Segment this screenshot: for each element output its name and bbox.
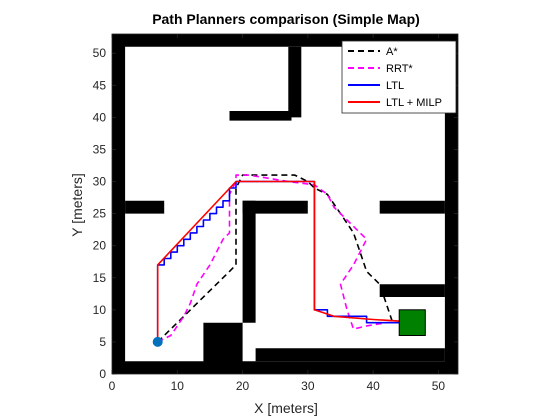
x-tick-label: 40 <box>366 379 380 393</box>
legend-label: RRT* <box>386 63 413 75</box>
obstacle-10 <box>255 348 445 362</box>
y-tick-label: 45 <box>93 78 107 92</box>
obstacle-4 <box>288 46 302 118</box>
series-rrt <box>157 174 413 343</box>
y-axis-label: Y [meters] <box>69 173 85 237</box>
obstacle-11 <box>379 200 445 214</box>
series-a <box>157 174 413 343</box>
obstacle-9 <box>203 322 243 374</box>
obstacle-7 <box>242 200 308 214</box>
x-axis: 0 10 20 30 40 50 <box>109 34 446 393</box>
x-tick-label: 10 <box>171 379 185 393</box>
y-tick-label: 5 <box>99 335 106 349</box>
y-tick-label: 30 <box>93 175 107 189</box>
y-tick-label: 40 <box>93 110 107 124</box>
goal-region <box>398 309 426 336</box>
map-obstacles <box>112 34 458 374</box>
obstacle-8 <box>242 200 256 323</box>
chart-legend: A* RRT* LTL LTL + MILP <box>341 40 457 114</box>
x-tick-label: 50 <box>432 379 446 393</box>
obstacle-6 <box>125 200 165 214</box>
y-tick-label: 20 <box>93 239 107 253</box>
legend-label: LTL <box>386 80 404 92</box>
series-ltl <box>156 180 414 342</box>
y-tick-label: 35 <box>93 142 107 156</box>
obstacle-0 <box>112 361 458 374</box>
obstacle-2 <box>112 34 126 374</box>
axes-box <box>111 33 459 375</box>
obstacle-5 <box>229 111 292 121</box>
chart-title: Path Planners comparison (Simple Map) <box>152 11 420 27</box>
x-tick-label: 20 <box>236 379 250 393</box>
map-markers <box>152 309 426 347</box>
obstacle-12 <box>379 284 445 297</box>
legend-label: A* <box>386 46 398 58</box>
y-tick-label: 50 <box>93 46 107 60</box>
y-tick-label: 25 <box>93 207 107 221</box>
start-point <box>152 336 163 347</box>
obstacle-3 <box>444 34 458 374</box>
legend-label: LTL + MILP <box>386 97 442 109</box>
path-lines <box>156 174 426 343</box>
series-ltl-milp <box>156 180 426 342</box>
y-tick-label: 0 <box>99 367 106 381</box>
y-tick-label: 10 <box>93 303 107 317</box>
x-axis-label: X [meters] <box>254 400 318 416</box>
y-axis: 0 5 10 15 20 25 30 35 40 45 50 <box>93 46 458 381</box>
y-tick-label: 15 <box>93 271 107 285</box>
x-tick-label: 0 <box>109 379 116 393</box>
x-tick-label: 30 <box>301 379 315 393</box>
